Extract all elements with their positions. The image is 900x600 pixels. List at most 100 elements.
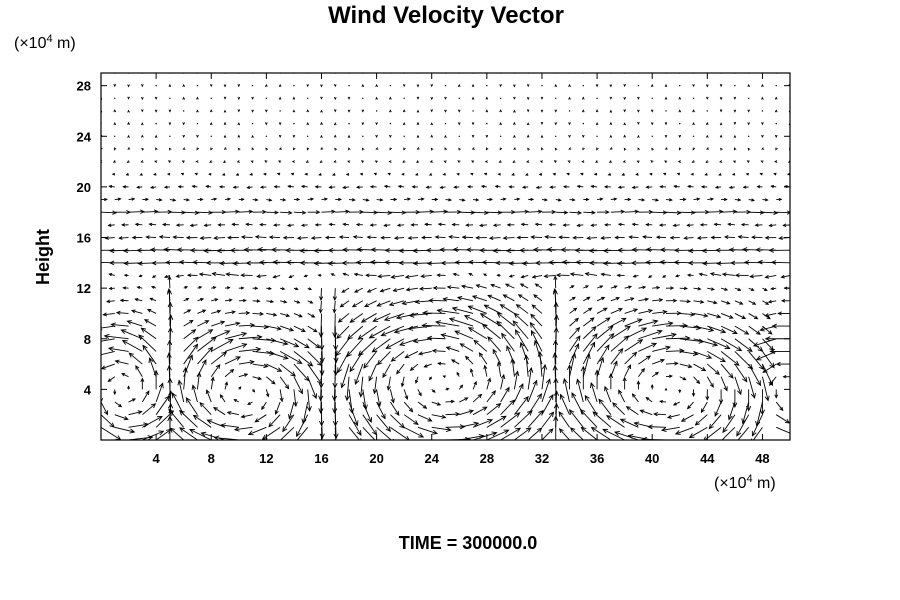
vector-arrow-head [575,335,581,341]
vector-arrow-head [347,160,351,164]
vector-arrow-head [385,426,392,433]
vector-arrow-head [402,84,406,88]
vector-arrow [582,342,596,365]
vector-arrow-head [254,234,260,239]
vector-arrow-head [235,209,240,214]
vector-arrow-head [102,312,107,317]
vector-arrow-head [703,313,709,318]
vector-arrow [101,211,117,214]
vector-arrow-head [746,160,750,163]
vector-arrow [155,395,170,415]
vector-arrow-head [554,147,558,151]
vector-arrow [224,332,247,340]
vector-arrow [293,211,306,214]
vector-arrow-head [465,223,470,227]
vector-arrow [762,376,769,401]
vector-arrow-head [563,210,569,215]
vector-arrow-head [692,109,695,113]
vector-arrow-head [342,222,347,227]
vector-arrow [665,211,681,214]
vector-arrow [241,414,253,418]
vector-arrow-head [268,198,273,202]
vector-arrow-head [332,420,338,427]
vector-dot [582,122,584,125]
vector-dot [279,110,281,112]
vector-arrow [185,397,198,415]
vector-arrow-head [189,247,196,253]
vector-arrow [756,401,763,426]
vector-arrow-head [678,109,682,113]
vector-arrow-head [415,379,419,384]
vector-arrow [679,300,691,302]
vector-arrow-head [151,260,157,266]
vector-arrow-head [299,248,305,254]
vector-arrow-head [444,147,448,151]
vector-arrow-head [603,307,608,312]
vector-arrow [224,311,236,314]
vector-arrow [734,439,735,440]
vector-arrow-head [256,274,261,279]
vector-arrow [527,393,542,415]
vector-arrow-head [121,340,128,345]
vector-arrow-head [464,355,470,361]
vector-arrow [141,327,157,340]
vector-arrow-head [568,83,571,88]
vector-arrow-head [709,272,715,277]
vector-arrow-head [254,198,259,202]
vector-arrow [693,338,718,346]
vector-arrow-head [127,385,131,389]
vector-arrow-head [533,339,539,346]
vector-arrow [707,325,726,333]
vector-arrow-head [499,122,502,126]
vector-arrow-head [755,330,761,335]
vector-arrow-head [751,235,756,240]
vector-arrow-head [103,333,110,339]
y-tick-label: 4 [84,382,92,397]
vector-arrow-head [430,96,434,101]
vector-arrow-head [153,172,157,176]
vector-arrow [293,313,303,318]
vector-arrow-head [379,288,385,293]
vector-arrow-head [250,160,254,164]
vector-arrow-head [131,197,136,201]
vector-arrow-head [339,303,345,308]
vector-arrow-head [310,236,316,240]
vector-arrow-head [182,366,188,373]
vector-arrow-head [164,274,168,279]
vector-arrow [224,322,240,327]
vector-arrow [445,400,454,403]
vector-arrow-head [782,375,787,379]
vector-arrow-head [416,160,420,163]
vector-arrow [652,359,665,365]
vector-arrow-head [465,247,472,253]
vector-arrow-head [548,222,553,227]
vector-arrow [654,413,667,416]
vector-arrow-head [516,197,521,201]
vector-arrow-head [456,295,463,301]
vector-arrow-head [780,274,785,279]
vector-arrow [768,300,777,303]
vector-arrow [262,426,281,440]
vector-arrow-head [404,354,410,359]
vector-arrow-head [251,147,255,151]
vector-arrow-head [167,287,172,293]
vector-arrow-head [537,209,543,214]
vector-arrow-head [752,301,757,305]
vector-arrow [279,325,294,332]
vector-arrow-head [126,320,132,325]
vector-arrow-head [544,198,548,202]
vector-arrow-head [357,334,364,340]
vector-arrow [380,287,391,292]
vector-arrow-head [130,309,136,314]
vector-arrow-head [536,427,543,433]
vector-arrow-head [176,247,182,253]
vector-arrow [432,350,446,352]
vector-arrow-head [229,368,235,374]
vector-arrow [748,313,758,320]
vector-arrow [415,376,419,384]
vector-arrow-head [182,83,186,88]
vector-arrow-head [318,408,324,414]
vector-arrow [468,305,488,314]
vector-arrow-head [713,222,718,227]
